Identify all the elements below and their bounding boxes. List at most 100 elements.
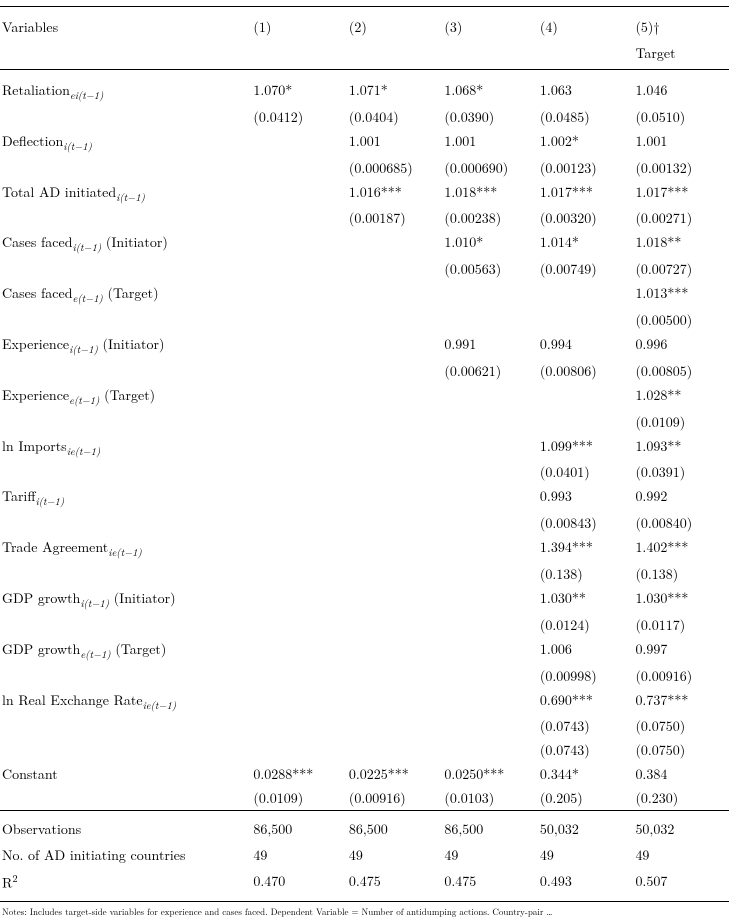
row-label: Experiencei(t−1) (Initiator) <box>0 332 251 359</box>
summary-value: 49 <box>347 841 443 867</box>
cell-se: (0.00187) <box>347 206 443 230</box>
table-row-se: (0.000685)(0.000690)(0.00123)(0.00132) <box>0 156 729 180</box>
cell-value <box>442 434 538 461</box>
cell-value: 1.001 <box>347 129 443 156</box>
cell-se: (0.205) <box>538 786 634 811</box>
cell-se <box>442 410 538 434</box>
cell-se: (0.00500) <box>633 308 729 332</box>
cell-value: 0.384 <box>633 762 729 786</box>
cell-se <box>442 613 538 637</box>
cell-value <box>251 180 347 207</box>
cell-value: 1.030** <box>538 586 634 613</box>
summary-value: 50,032 <box>538 811 634 842</box>
cell-value <box>442 281 538 308</box>
table-row-se: (0.00998)(0.00916) <box>0 664 729 688</box>
cell-value: 1.016*** <box>347 180 443 207</box>
cell-value: 0.0225*** <box>347 762 443 786</box>
cell-se <box>538 308 634 332</box>
cell-se <box>251 511 347 535</box>
cell-se <box>347 410 443 434</box>
cell-value <box>251 129 347 156</box>
summary-value: 49 <box>538 841 634 867</box>
cell-se <box>347 308 443 332</box>
cell-value: 0.991 <box>442 332 538 359</box>
cell-se <box>251 156 347 180</box>
cell-value <box>442 383 538 410</box>
cell-se <box>251 410 347 434</box>
cell-value: 0.992 <box>633 484 729 511</box>
regression-table: Variables (1) (2) (3) (4) (5)† Target Re… <box>0 7 729 902</box>
cell-value: (0.0750) <box>633 738 729 762</box>
col-header-2: (2) <box>347 7 443 43</box>
cell-se: (0.0743) <box>538 714 634 738</box>
cell-se: (0.000690) <box>442 156 538 180</box>
cell-value: 1.046 <box>633 70 729 105</box>
table-header-row: Variables (1) (2) (3) (4) (5)† <box>0 7 729 43</box>
cell-se: (0.00916) <box>633 664 729 688</box>
summary-row: Observations86,50086,50086,50050,03250,0… <box>0 811 729 842</box>
col-header-3: (3) <box>442 7 538 43</box>
col-header-variables: Variables <box>0 7 251 43</box>
cell-se: (0.00843) <box>538 511 634 535</box>
cell-se <box>538 410 634 434</box>
cell-se <box>251 308 347 332</box>
table-row-se: (0.0401)(0.0391) <box>0 460 729 484</box>
cell-value <box>251 383 347 410</box>
cell-value: 0.993 <box>538 484 634 511</box>
cell-value: (0.0743) <box>538 738 634 762</box>
table-row-se: (0.0109) <box>0 410 729 434</box>
table-row-se: (0.0743)(0.0750) <box>0 714 729 738</box>
cell-se: (0.000685) <box>347 156 443 180</box>
table-row: Experiencei(t−1) (Initiator)0.9910.9940.… <box>0 332 729 359</box>
cell-se: (0.0109) <box>633 410 729 434</box>
cell-value <box>251 281 347 308</box>
cell-se: (0.0117) <box>633 613 729 637</box>
cell-value: 1.001 <box>442 129 538 156</box>
cell-se: (0.0412) <box>251 105 347 129</box>
cell-value: 1.006 <box>538 637 634 664</box>
cell-value: 1.093** <box>633 434 729 461</box>
cell-se <box>442 664 538 688</box>
cell-value: 1.010* <box>442 230 538 257</box>
table-row-se: (0.00563)(0.00749)(0.00727) <box>0 257 729 281</box>
cell-se: (0.00563) <box>442 257 538 281</box>
cell-value <box>347 535 443 562</box>
cell-se: (0.0404) <box>347 105 443 129</box>
cell-se: (0.0391) <box>633 460 729 484</box>
cell-value: 1.402*** <box>633 535 729 562</box>
cell-value <box>442 688 538 715</box>
cell-value <box>347 281 443 308</box>
cell-value <box>442 586 538 613</box>
table-row: Tariffi(t−1)0.9930.992 <box>0 484 729 511</box>
cell-se <box>347 664 443 688</box>
col-header-5-sub: Target <box>633 43 729 70</box>
cell-se <box>347 511 443 535</box>
row-label <box>0 738 251 762</box>
table-row: Deflectioni(t−1)1.0011.0011.002*1.001 <box>0 129 729 156</box>
cell-se: (0.0510) <box>633 105 729 129</box>
cell-se <box>251 359 347 383</box>
cell-value: 1.001 <box>633 129 729 156</box>
table-row: Total AD initiatedi(t−1)1.016***1.018***… <box>0 180 729 207</box>
cell-value: 1.014* <box>538 230 634 257</box>
cell-se <box>251 714 347 738</box>
cell-value <box>251 637 347 664</box>
col-header-1: (1) <box>251 7 347 43</box>
summary-label: No. of AD initiating countries <box>0 841 251 867</box>
table-row: Constant0.0288***0.0225***0.0250***0.344… <box>0 762 729 786</box>
cell-value <box>251 688 347 715</box>
summary-value: 0.475 <box>442 867 538 901</box>
table-row-se: (0.0124)(0.0117) <box>0 613 729 637</box>
regression-table-wrap: Variables (1) (2) (3) (4) (5)† Target Re… <box>0 6 729 902</box>
cell-value <box>347 230 443 257</box>
cell-se: (0.0109) <box>251 786 347 811</box>
cell-value: 1.017*** <box>538 180 634 207</box>
cell-se: (0.00271) <box>633 206 729 230</box>
cell-se: (0.00806) <box>538 359 634 383</box>
summary-row: R20.4700.4750.4750.4930.507 <box>0 867 729 901</box>
cell-value: 1.018*** <box>442 180 538 207</box>
cell-se: (0.0401) <box>538 460 634 484</box>
cell-se <box>442 460 538 484</box>
summary-value: 50,032 <box>633 811 729 842</box>
row-label: Cases facede(t−1) (Target) <box>0 281 251 308</box>
